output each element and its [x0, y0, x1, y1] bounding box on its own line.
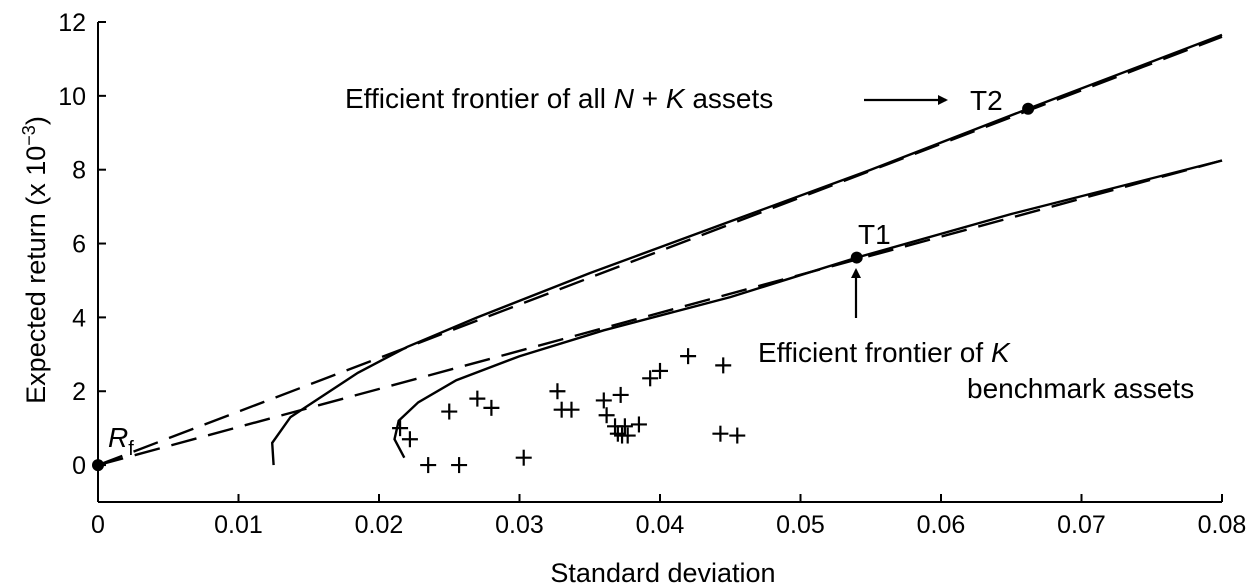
y-axis-label-main: Expected return (x 10 [21, 146, 51, 404]
y-tick-label: 2 [72, 378, 86, 406]
series [97, 33, 1223, 467]
asset-marker [715, 357, 732, 374]
asset-marker [469, 390, 486, 407]
asset-marker [729, 427, 746, 444]
annotation-benchmark-line2: benchmark assets [967, 373, 1194, 404]
point-t1 [850, 251, 863, 264]
asset-marker [609, 425, 626, 442]
x-tick-label: 0.07 [1057, 511, 1106, 539]
frontier-line-2 [393, 159, 1223, 459]
asset-marker [441, 403, 458, 420]
annotation-all-assets-b: + [634, 83, 666, 114]
rf-label-main: R [108, 422, 128, 453]
asset-marker [549, 383, 566, 400]
annotation-all-assets-a: Efficient frontier of all [345, 83, 614, 114]
x-tick-label: 0 [91, 511, 105, 539]
y-axis-label-close: ) [21, 116, 51, 125]
asset-marker [598, 407, 615, 424]
y-axis-label-exponent: −3 [19, 125, 39, 146]
t1-label: T1 [858, 219, 891, 250]
ticks: 0 0.01 0.02 0.03 0.04 0.05 0.06 0.07 0.08 0 2 4 6 8 10… [58, 9, 1246, 539]
x-tick-label: 0.06 [917, 511, 966, 539]
points [92, 102, 1035, 472]
asset-marker [630, 416, 647, 433]
asset-marker [652, 362, 668, 379]
y-tick-label: 10 [58, 83, 86, 111]
tangent-line-4 [97, 159, 1223, 467]
annotation-benchmark-line1: Efficient frontier of K [758, 337, 1011, 368]
rf-label: Rf [108, 422, 134, 460]
asset-marker [401, 431, 418, 448]
y-tick-label: 4 [72, 304, 86, 332]
y-axis-label: Expected return (x 10−3) [19, 116, 51, 404]
annotation-benchmark-line1-a: Efficient frontier of [758, 337, 991, 368]
y-tick-label: 0 [72, 452, 86, 480]
x-tick-label: 0.05 [776, 511, 825, 539]
tangent-line-3 [97, 35, 1223, 467]
x-tick-label: 0.04 [636, 511, 685, 539]
x-axis-label: Standard deviation [550, 558, 775, 588]
point-t2 [1022, 102, 1035, 115]
scatter [392, 348, 746, 474]
asset-marker [483, 399, 500, 416]
annotation-all-assets-k: K [666, 83, 686, 114]
asset-marker [563, 401, 580, 418]
point-rf [92, 459, 104, 472]
asset-marker [616, 418, 633, 435]
annotation-all-assets-c: assets [685, 83, 774, 114]
asset-marker [680, 348, 697, 365]
asset-marker [619, 427, 636, 444]
x-tick-label: 0.02 [355, 511, 404, 539]
annotation-all-assets-n: N [614, 83, 635, 114]
rf-label-sub: f [128, 438, 134, 460]
asset-marker [515, 449, 532, 466]
annotation-benchmark-line1-k: K [991, 337, 1011, 368]
y-tick-label: 12 [58, 9, 86, 37]
asset-marker [642, 370, 659, 387]
asset-marker [595, 392, 612, 409]
asset-marker [712, 425, 729, 442]
t2-label: T2 [970, 85, 1003, 116]
x-tick-label: 0.03 [495, 511, 544, 539]
asset-marker [392, 420, 409, 437]
y-tick-label: 8 [72, 157, 86, 185]
asset-marker [420, 457, 437, 474]
x-tick-label: 0.08 [1198, 511, 1247, 539]
annotation-all-assets: Efficient frontier of all N + K assets [345, 83, 773, 114]
asset-marker [451, 457, 468, 474]
y-tick-label: 6 [72, 231, 86, 259]
x-tick-label: 0.01 [214, 511, 263, 539]
asset-marker [612, 386, 629, 403]
